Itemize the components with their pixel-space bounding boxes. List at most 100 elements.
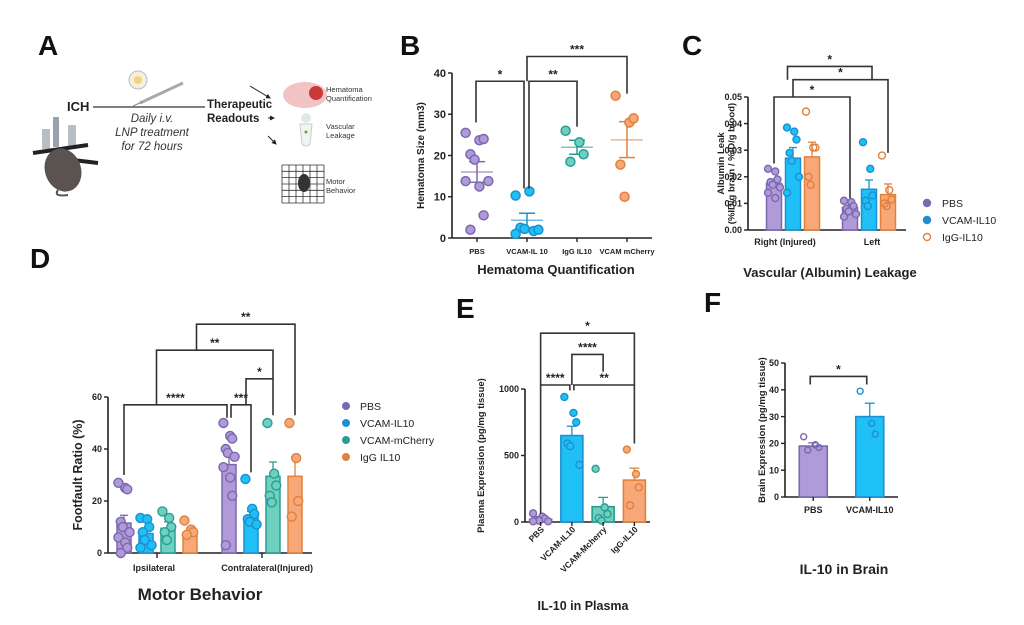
f-x-tick-label: PBS xyxy=(804,505,823,515)
d-significance-bracket xyxy=(245,378,274,416)
d-data-point xyxy=(251,519,262,530)
c-significance-label: * xyxy=(827,52,832,66)
c-data-point xyxy=(844,207,853,216)
d-significance-bracket xyxy=(195,323,296,416)
c-legend-label: IgG-IL10 xyxy=(942,232,983,244)
e-significance-label: * xyxy=(585,319,590,333)
b-significance-label: * xyxy=(498,67,503,81)
f-bar xyxy=(798,445,829,498)
brain-section-icon xyxy=(283,82,327,108)
c-data-point xyxy=(863,201,872,211)
d-legend-marker xyxy=(342,419,350,427)
c-y-tick-label: 0.02 xyxy=(724,172,742,182)
f-data-point xyxy=(815,443,823,452)
d-legend-marker xyxy=(342,436,350,444)
c-legend-marker xyxy=(922,215,932,225)
f-data-point xyxy=(871,430,879,438)
d-data-point xyxy=(146,540,157,551)
panel-label-b: B xyxy=(400,30,421,61)
readout-1-line-2: Quantification xyxy=(326,94,372,103)
d-significance-label: * xyxy=(257,365,262,379)
d-data-point xyxy=(220,540,231,551)
d-legend-label: VCAM-IL10 xyxy=(360,418,414,430)
b-title: Hematoma Quantification xyxy=(477,262,635,277)
c-significance-bracket xyxy=(773,96,851,199)
d-data-point xyxy=(181,529,192,540)
panel-a: A ICH Daily i.v. LNP treatment for 72 ho… xyxy=(0,0,372,290)
treatment-text: Daily i.v. LNP treatment for 72 hours xyxy=(112,112,192,154)
treatment-line-1: Daily i.v. xyxy=(130,113,174,125)
b-x-tick-label: VCAM mCherry xyxy=(599,247,655,256)
d-data-point xyxy=(161,534,173,546)
c-y-tick-label: 0.03 xyxy=(724,145,742,155)
panel-label-a: A xyxy=(38,30,59,61)
c-data-point xyxy=(794,172,804,182)
d-data-point xyxy=(268,468,280,479)
b-data-point xyxy=(460,175,471,187)
panel-label-f: F xyxy=(704,287,722,318)
e-y-tick-label: 0 xyxy=(514,517,519,527)
b-data-point xyxy=(478,133,489,145)
d-y-tick-label: 60 xyxy=(92,392,102,402)
b-significance-bracket xyxy=(528,80,578,189)
f-data-point xyxy=(868,419,876,427)
c-legend-label: PBS xyxy=(942,198,963,210)
readouts-title: Therapeutic Readouts xyxy=(207,98,272,126)
e-y-tick-label: 1000 xyxy=(499,384,519,394)
readout-3-line-1: Motor xyxy=(326,177,346,186)
f-y-tick-label: 0 xyxy=(774,492,779,502)
c-y-tick-label: 0.05 xyxy=(724,92,742,102)
c-significance-label: * xyxy=(810,83,815,97)
c-significance-bracket xyxy=(786,65,873,80)
d-data-point xyxy=(115,547,126,559)
c-data-point xyxy=(785,148,794,158)
c-data-point xyxy=(782,123,792,132)
e-data-point xyxy=(631,469,641,479)
d-significance-bracket xyxy=(155,349,274,405)
d-data-point xyxy=(179,515,190,526)
c-data-point xyxy=(885,185,894,195)
f-x-tick-label: VCAM-IL10 xyxy=(846,505,894,515)
d-data-point xyxy=(139,534,151,546)
e-y-tick-label: 500 xyxy=(504,451,519,461)
e-significance-label: **** xyxy=(578,340,597,354)
b-data-point xyxy=(574,137,585,148)
e-title: IL-10 in Plasma xyxy=(537,599,629,613)
d-y-tick-label: 40 xyxy=(92,444,102,454)
d-significance-label: ** xyxy=(241,310,251,324)
b-data-point xyxy=(560,125,571,136)
b-data-point xyxy=(533,224,544,235)
b-significance-bracket xyxy=(526,55,628,94)
b-y-label: Hematoma Size (mm3) xyxy=(416,102,427,209)
e-data-point xyxy=(603,509,612,519)
c-data-point xyxy=(801,107,811,116)
f-bar xyxy=(854,415,885,498)
c-data-point xyxy=(866,164,875,174)
d-data-point xyxy=(113,532,124,543)
tube-icon xyxy=(299,113,313,147)
c-significance-bracket xyxy=(792,78,889,153)
c-y-label: (%ID/g brain / %ID/g blood) xyxy=(727,103,738,224)
d-data-point xyxy=(271,480,282,491)
c-data-point xyxy=(839,212,849,221)
f-significance-label: * xyxy=(836,362,841,376)
arrow-up-icon xyxy=(249,85,271,99)
e-data-point xyxy=(528,509,538,518)
e-data-point xyxy=(543,517,553,526)
d-legend-label: PBS xyxy=(360,401,381,413)
readout-3-text: Motor Behavior xyxy=(326,177,356,195)
d-data-point xyxy=(266,497,278,508)
d-legend-marker xyxy=(342,402,350,410)
f-data-point xyxy=(856,387,864,395)
c-data-point xyxy=(771,193,780,203)
readout-1-line-1: Hematoma xyxy=(326,85,363,94)
e-data-point xyxy=(569,408,578,418)
d-data-point xyxy=(293,495,304,507)
c-data-point xyxy=(782,188,792,197)
d-significance-bracket xyxy=(230,404,252,473)
d-data-point xyxy=(229,451,240,462)
b-data-point xyxy=(478,210,489,221)
e-significance-label: **** xyxy=(546,371,565,385)
